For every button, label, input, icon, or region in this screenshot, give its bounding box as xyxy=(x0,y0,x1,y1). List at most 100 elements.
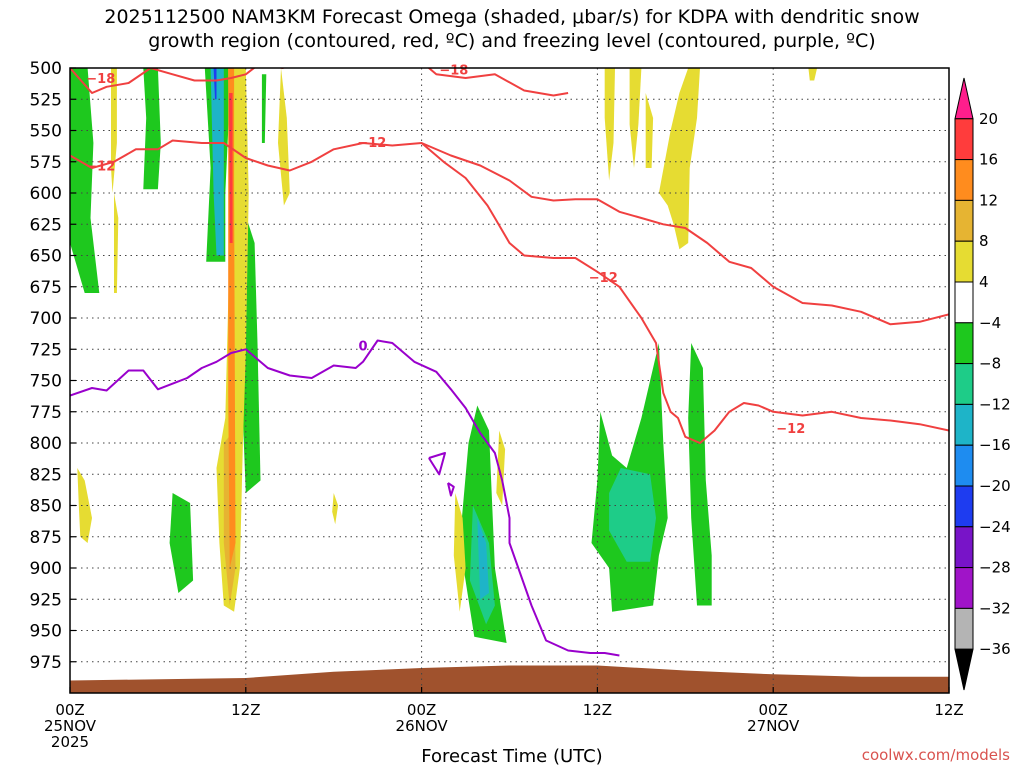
colorbar-swatch-13 xyxy=(954,607,974,650)
colorbar-swatch-2 xyxy=(954,159,974,201)
x-tick-label-48-0: 00Z xyxy=(759,701,788,719)
contour-line-2 xyxy=(420,142,949,444)
credit-link[interactable]: coolwx.com/models xyxy=(861,746,1010,764)
x-tick-label-12-0: 12Z xyxy=(231,701,260,719)
omega-region-12 xyxy=(477,518,489,600)
omega-region-9 xyxy=(609,468,656,562)
omega-region-24 xyxy=(645,93,654,168)
colorbar-label-3: 8 xyxy=(979,232,989,250)
omega-region-16 xyxy=(77,468,92,543)
contour-label-0: −18 xyxy=(86,72,115,87)
contour-line-1 xyxy=(70,139,949,326)
contour-label-5: −12 xyxy=(776,422,805,437)
colorbar-swatch-3 xyxy=(954,199,974,242)
y-tick-label-650: 650 xyxy=(30,247,62,267)
colorbar-swatch-7 xyxy=(954,363,974,405)
colorbar-label-10: −24 xyxy=(979,518,1011,536)
omega-shading xyxy=(70,68,818,643)
chart-title-line-1: 2025112500 NAM3KM Forecast Omega (shaded… xyxy=(104,6,920,28)
contour-labels: −18 −18 −12 −12 −12 −12 0 xyxy=(86,63,805,437)
grid-lines xyxy=(69,67,950,693)
y-axis: 500 525 550 575 600 625 650 675 700 725 750 775 800 8… xyxy=(30,59,76,673)
colorbar-label-13: −36 xyxy=(979,640,1011,658)
colorbar-label-11: −28 xyxy=(979,559,1011,577)
contour-line-0 xyxy=(70,68,569,97)
x-tick-label-60-0: 12Z xyxy=(934,701,963,719)
x-tick-label-0-2: 2025 xyxy=(51,733,89,751)
omega-region-21 xyxy=(496,430,506,506)
y-tick-label-925: 925 xyxy=(30,590,62,610)
y-tick-label-825: 825 xyxy=(30,465,62,485)
colorbar-swatch-5 xyxy=(954,281,974,324)
y-tick-label-850: 850 xyxy=(30,497,62,517)
colorbar-label-1: 16 xyxy=(979,151,998,169)
y-tick-label-500: 500 xyxy=(30,59,62,79)
contour-label-6: 0 xyxy=(358,340,367,355)
omega-region-25 xyxy=(658,68,700,250)
colorbar-label-2: 12 xyxy=(979,191,998,209)
colorbar-swatch-12 xyxy=(954,567,974,609)
contour-label-4: −12 xyxy=(589,271,618,286)
y-tick-label-675: 675 xyxy=(30,278,62,298)
omega-region-5 xyxy=(169,493,194,593)
x-tick-label-36-0: 12Z xyxy=(583,701,612,719)
y-tick-label-525: 525 xyxy=(30,90,62,110)
y-tick-label-600: 600 xyxy=(30,184,62,204)
x-tick-label-0-0: 00Z xyxy=(55,701,84,719)
omega-region-18 xyxy=(278,68,290,206)
colorbar-swatch-10 xyxy=(954,485,974,528)
colorbar-label-7: −12 xyxy=(979,395,1011,413)
x-tick-label-24-1: 26NOV xyxy=(396,717,449,735)
omega-region-8 xyxy=(688,343,712,606)
colorbar-swatch-4 xyxy=(954,240,974,283)
contour-line-4 xyxy=(428,452,446,476)
omega-region-15 xyxy=(114,193,119,293)
y-tick-label-575: 575 xyxy=(30,153,62,173)
y-tick-label-750: 750 xyxy=(30,372,62,392)
y-tick-label-725: 725 xyxy=(30,340,62,360)
colorbar: 20 16 12 8 4 −4 −8 −12 −16 −20 −24 −28 −32 −36 xyxy=(954,77,1011,691)
contour-line-3 xyxy=(70,339,620,657)
terrain-fill xyxy=(70,665,949,693)
terrain-polygon xyxy=(70,665,949,693)
omega-region-19 xyxy=(332,493,339,525)
y-tick-label-700: 700 xyxy=(30,309,62,329)
omega-region-1 xyxy=(143,68,161,190)
y-tick-label-625: 625 xyxy=(30,215,62,235)
omega-region-23 xyxy=(629,68,642,168)
colorbar-label-6: −8 xyxy=(979,355,1001,373)
colorbar-swatch-0 xyxy=(954,77,974,120)
contour-line-5 xyxy=(447,482,455,497)
x-axis-title: Forecast Time (UTC) xyxy=(421,746,603,767)
omega-region-22 xyxy=(604,68,615,181)
omega-region-20 xyxy=(453,493,466,612)
y-tick-label-950: 950 xyxy=(30,622,62,642)
colorbar-label-9: −20 xyxy=(979,477,1011,495)
y-tick-label-875: 875 xyxy=(30,528,62,548)
x-tick-label-24-0: 00Z xyxy=(407,701,436,719)
colorbar-label-12: −32 xyxy=(979,599,1011,617)
colorbar-label-8: −16 xyxy=(979,436,1011,454)
contour-label-3: −12 xyxy=(357,136,386,151)
colorbar-swatch-8 xyxy=(954,403,974,446)
y-tick-label-800: 800 xyxy=(30,434,62,454)
y-tick-label-775: 775 xyxy=(30,403,62,423)
contour-label-1: −18 xyxy=(439,63,468,78)
omega-region-4 xyxy=(261,74,267,143)
x-tick-label-48-1: 27NOV xyxy=(747,717,800,735)
contour-label-2: −12 xyxy=(86,160,115,175)
omega-region-13 xyxy=(213,68,217,100)
x-tick-label-0-1: 25NOV xyxy=(44,717,97,735)
y-tick-label-975: 975 xyxy=(30,653,62,673)
omega-region-26 xyxy=(808,68,818,81)
colorbar-swatch-6 xyxy=(954,322,974,365)
colorbar-label-0: 20 xyxy=(979,110,998,128)
colorbar-swatch-11 xyxy=(954,526,974,569)
colorbar-swatch-9 xyxy=(954,444,974,487)
chart-title-line-2: growth region (contoured, red, ºC) and f… xyxy=(148,30,876,52)
y-tick-label-900: 900 xyxy=(30,559,62,579)
omega-region-11 xyxy=(210,68,224,256)
y-tick-label-550: 550 xyxy=(30,122,62,142)
